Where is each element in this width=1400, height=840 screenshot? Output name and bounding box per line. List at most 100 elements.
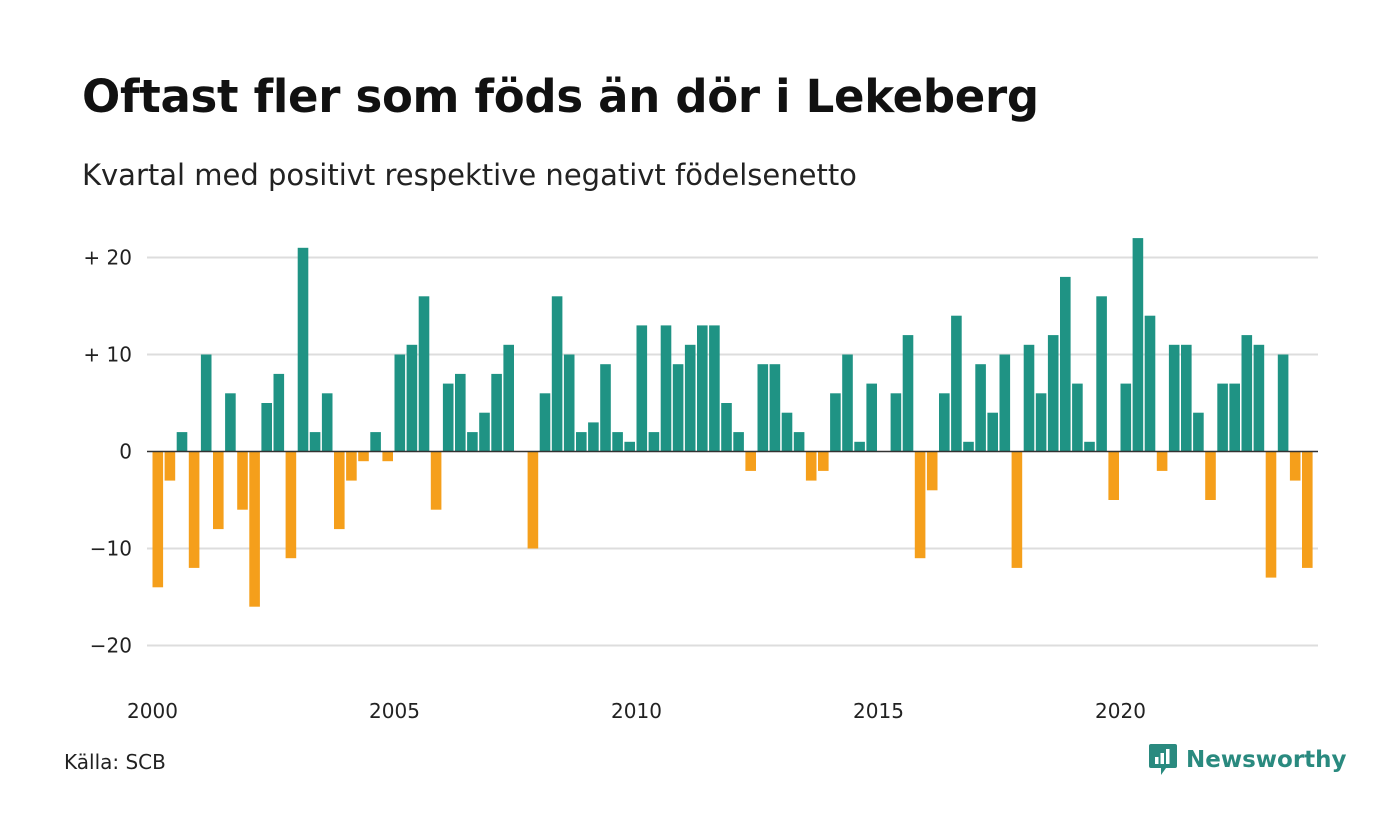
bar: [709, 325, 720, 452]
bar: [442, 383, 454, 452]
bar: [1289, 451, 1301, 481]
x-tick-label: 2020: [1095, 699, 1146, 723]
bar: [1072, 383, 1083, 452]
bar: [963, 441, 974, 452]
bar: [1144, 315, 1156, 452]
bar: [1229, 383, 1240, 452]
bar: [684, 344, 696, 452]
bar: [866, 383, 877, 452]
bar: [672, 364, 684, 452]
bar: [1047, 335, 1059, 452]
bar: [987, 412, 998, 452]
bar: [1096, 296, 1107, 452]
x-tick-label: 2000: [127, 699, 178, 723]
bar: [334, 451, 345, 530]
chart-title: Oftast fler som föds än dör i Lekeberg: [82, 70, 1039, 123]
bar: [1253, 344, 1265, 452]
bar: [721, 403, 732, 452]
bar: [902, 335, 914, 452]
bar: [188, 451, 200, 568]
bar: [1217, 383, 1228, 452]
bar: [660, 325, 672, 452]
bar: [309, 432, 321, 452]
y-tick-label: −20: [90, 634, 132, 658]
bar: [479, 412, 490, 452]
bar: [781, 412, 793, 452]
bar: [842, 354, 853, 452]
bar: [551, 296, 563, 452]
chart-subtitle: Kvartal med positivt respektive negativt…: [82, 158, 857, 192]
bar: [321, 393, 333, 452]
bar: [1277, 354, 1289, 452]
bar: [914, 451, 926, 559]
bar: [164, 451, 176, 481]
bar: [261, 403, 272, 452]
x-tick-label: 2015: [853, 699, 904, 723]
bar: [769, 364, 781, 452]
bar: [999, 354, 1011, 452]
newsworthy-logo-icon: [1149, 744, 1177, 775]
bar: [1084, 441, 1095, 452]
newsworthy-logo-text: Newsworthy: [1186, 747, 1347, 773]
bar: [200, 354, 212, 452]
y-tick-label: + 20: [83, 246, 132, 270]
bar: [636, 325, 648, 452]
bar: [975, 364, 986, 452]
bar: [285, 451, 297, 559]
bar: [890, 393, 902, 452]
bar: [818, 451, 829, 471]
bar: [297, 247, 309, 452]
x-tick-label: 2010: [611, 699, 662, 723]
bar: [1132, 238, 1144, 452]
newsworthy-logo: Newsworthy: [1148, 742, 1347, 778]
bar: [757, 364, 769, 452]
bar: [176, 432, 188, 452]
bar: [346, 451, 357, 481]
bar: [358, 451, 369, 462]
bar: [576, 432, 587, 452]
bar: [455, 373, 466, 452]
bar: [273, 373, 285, 452]
bar: [951, 315, 962, 452]
bar: [394, 354, 406, 452]
bar: [1035, 393, 1047, 452]
bar: [527, 451, 539, 549]
bar: [225, 393, 236, 452]
bar: [830, 393, 841, 452]
bar: [624, 441, 635, 452]
bar: [1108, 451, 1119, 500]
bar: [1205, 451, 1216, 500]
bar: [1302, 451, 1313, 568]
bar: [539, 393, 551, 452]
bar: [1023, 344, 1035, 452]
bar: [503, 344, 514, 452]
bar: [745, 451, 756, 471]
bar: [1193, 412, 1204, 452]
bar: [854, 441, 865, 452]
bar: [1011, 451, 1023, 568]
bar: [805, 451, 817, 481]
bar: [406, 344, 418, 452]
bar: [600, 364, 611, 452]
bar: [697, 325, 708, 452]
bar: [152, 451, 164, 588]
bar: [467, 432, 478, 452]
bar: [249, 451, 260, 607]
bar: [1181, 344, 1192, 452]
bar: [563, 354, 575, 452]
source-note: Källa: SCB: [64, 750, 166, 774]
bar: [491, 373, 502, 452]
bar: [430, 451, 442, 510]
y-tick-label: 0: [119, 440, 132, 464]
y-tick-label: + 10: [83, 343, 132, 367]
bar: [1060, 276, 1071, 452]
bar: [418, 296, 430, 452]
bar: [1156, 451, 1168, 471]
x-tick-label: 2005: [369, 699, 420, 723]
bar: [926, 451, 938, 491]
bar: [213, 451, 224, 530]
bar: [237, 451, 248, 510]
bar: [939, 393, 950, 452]
bar: [1168, 344, 1180, 452]
